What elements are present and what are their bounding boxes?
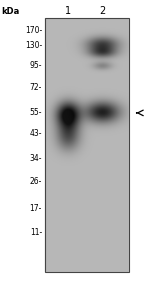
Text: 43-: 43-: [30, 129, 42, 138]
Text: 1: 1: [65, 6, 71, 16]
Text: 130-: 130-: [25, 41, 42, 49]
Text: 55-: 55-: [30, 109, 42, 117]
Text: 2: 2: [100, 6, 106, 16]
Text: 95-: 95-: [30, 61, 42, 70]
Text: 72-: 72-: [30, 83, 42, 92]
Bar: [45, 18, 129, 272]
Text: 17-: 17-: [30, 205, 42, 213]
Text: 26-: 26-: [30, 178, 42, 186]
Text: 170-: 170-: [25, 26, 42, 35]
Text: kDa: kDa: [2, 7, 20, 16]
Text: 34-: 34-: [30, 154, 42, 163]
Text: 11-: 11-: [30, 228, 42, 237]
